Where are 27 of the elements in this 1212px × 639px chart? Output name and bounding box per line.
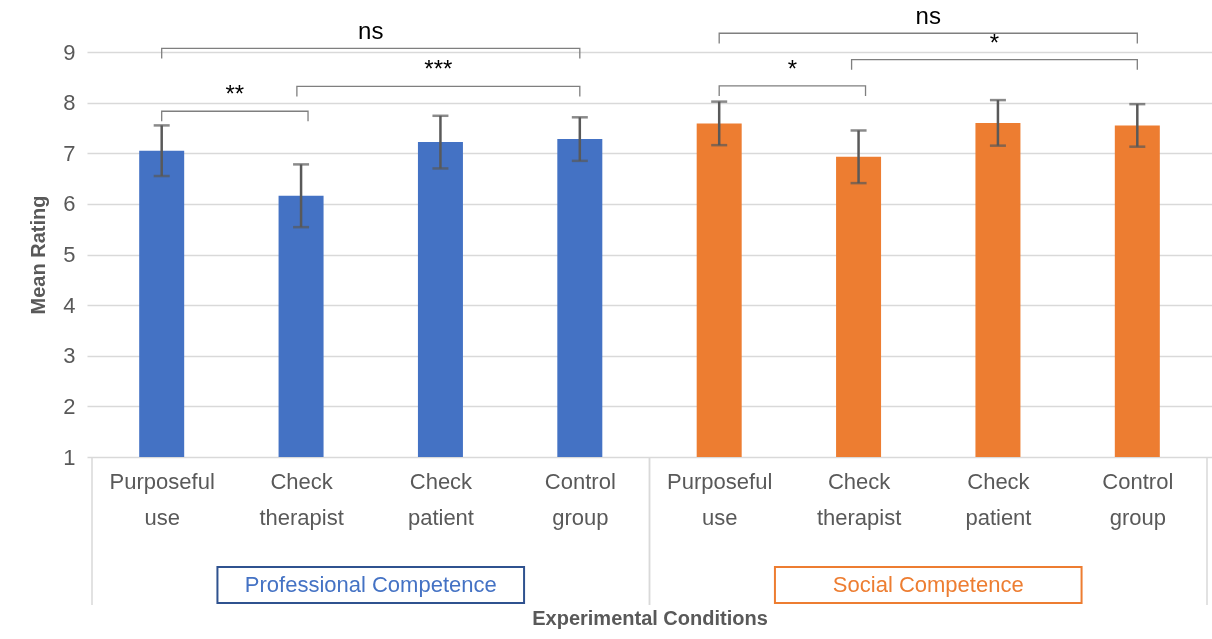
x-tick-label: Purposeful use: [667, 468, 773, 530]
x-tick-label: Control group: [544, 468, 616, 530]
y-tick-label: 8: [63, 90, 76, 116]
text: Professional Competence: [244, 572, 497, 597]
x-tick-label: Control group: [1102, 468, 1174, 530]
annotation: ***: [424, 55, 453, 83]
y-tick-label: 5: [63, 242, 76, 267]
y-tick-label: 2: [63, 393, 76, 419]
y-tick-label: 3: [63, 343, 76, 369]
x-tick-label: Check patient: [407, 468, 474, 530]
y-tick-label: 4: [63, 292, 76, 318]
x-tick-label: Check patient: [965, 468, 1032, 530]
y-tick-label: 9: [63, 39, 76, 65]
annotation: *: [989, 28, 1000, 56]
y-tick-label: 7: [63, 140, 76, 166]
x-tick-label: Purposeful use: [109, 468, 215, 530]
y-axis-title: Mean Rating: [27, 195, 50, 315]
y-tick-label: 6: [63, 191, 76, 217]
text: ns: [358, 17, 384, 45]
y-tick-label: 1: [63, 444, 76, 470]
annotation: *: [787, 54, 798, 82]
text: ns: [915, 2, 941, 30]
x-tick-label: Check therapist: [259, 468, 344, 530]
annotation: **: [225, 80, 245, 108]
text: Social Competence: [832, 572, 1024, 597]
x-axis-title: Experimental Conditions: [532, 606, 768, 629]
x-tick-label: Check therapist: [816, 468, 902, 530]
